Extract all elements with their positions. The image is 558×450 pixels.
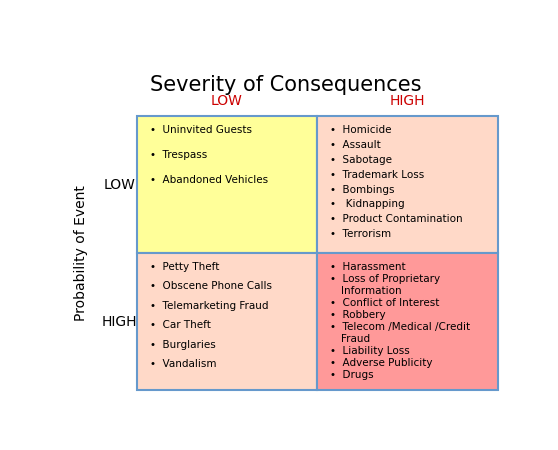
Text: •  Terrorism: • Terrorism: [330, 229, 391, 239]
Text: HIGH: HIGH: [390, 94, 425, 108]
FancyBboxPatch shape: [318, 253, 498, 390]
Text: •  Trademark Loss: • Trademark Loss: [330, 170, 425, 180]
Text: •  Conflict of Interest: • Conflict of Interest: [330, 298, 440, 308]
Text: •  Harassment: • Harassment: [330, 262, 406, 272]
Text: Severity of Consequences: Severity of Consequences: [150, 75, 422, 95]
Text: •  Obscene Phone Calls: • Obscene Phone Calls: [150, 281, 272, 291]
Text: •  Assault: • Assault: [330, 140, 381, 150]
Text: •  Loss of Proprietary: • Loss of Proprietary: [330, 274, 440, 284]
Text: LOW: LOW: [211, 94, 243, 108]
Text: •  Robbery: • Robbery: [330, 310, 386, 320]
Text: Information: Information: [341, 286, 402, 296]
Text: •  Product Contamination: • Product Contamination: [330, 214, 463, 224]
Text: •  Homicide: • Homicide: [330, 125, 392, 135]
Text: •  Burglaries: • Burglaries: [150, 340, 215, 350]
Text: •  Sabotage: • Sabotage: [330, 155, 392, 165]
Text: •  Bombings: • Bombings: [330, 184, 395, 194]
Text: •  Adverse Publicity: • Adverse Publicity: [330, 358, 433, 368]
Text: •  Abandoned Vehicles: • Abandoned Vehicles: [150, 175, 268, 185]
Text: •  Uninvited Guests: • Uninvited Guests: [150, 125, 252, 135]
Text: LOW: LOW: [104, 178, 136, 192]
Text: •  Liability Loss: • Liability Loss: [330, 346, 410, 356]
Text: •  Vandalism: • Vandalism: [150, 359, 217, 369]
Text: •  Petty Theft: • Petty Theft: [150, 262, 219, 272]
FancyBboxPatch shape: [318, 117, 498, 253]
Text: •  Trespass: • Trespass: [150, 150, 207, 160]
Text: •  Drugs: • Drugs: [330, 370, 374, 380]
Text: •  Telecom /Medical /Credit: • Telecom /Medical /Credit: [330, 322, 470, 332]
Text: Fraud: Fraud: [341, 334, 371, 344]
Text: •  Car Theft: • Car Theft: [150, 320, 210, 330]
FancyBboxPatch shape: [137, 253, 318, 390]
FancyBboxPatch shape: [137, 117, 318, 253]
Text: HIGH: HIGH: [102, 315, 137, 328]
Text: Probability of Event: Probability of Event: [74, 185, 88, 321]
Text: •   Kidnapping: • Kidnapping: [330, 199, 405, 209]
Text: •  Telemarketing Fraud: • Telemarketing Fraud: [150, 301, 268, 311]
